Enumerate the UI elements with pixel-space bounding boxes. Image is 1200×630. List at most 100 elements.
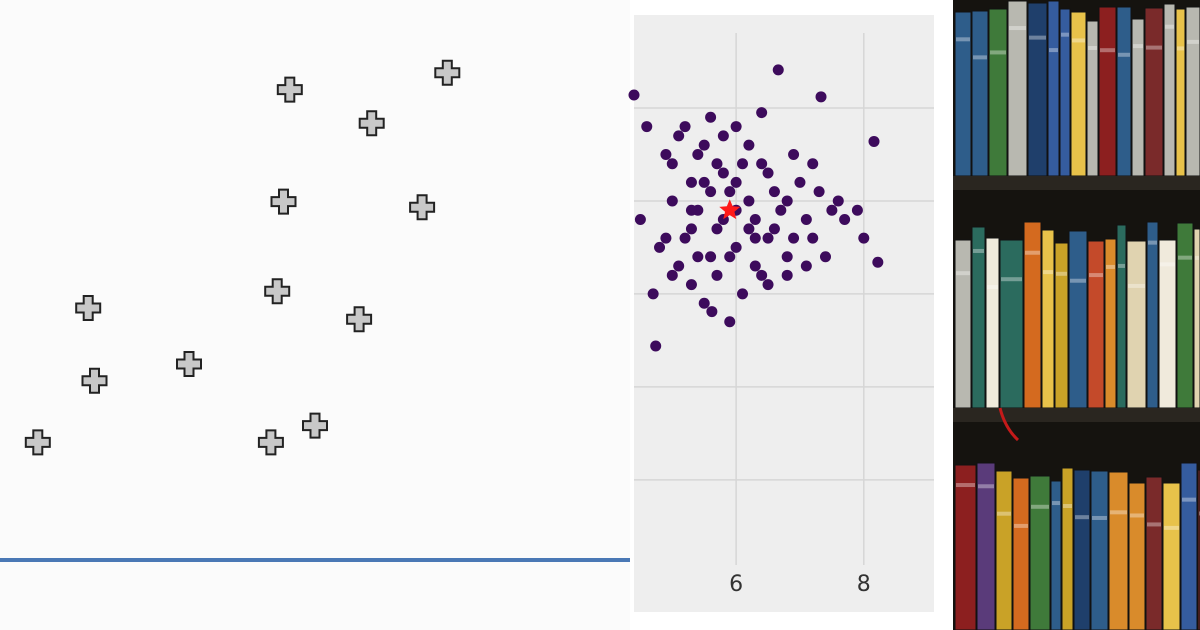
cross-marker: [358, 110, 385, 137]
point: [679, 232, 691, 244]
book: [1012, 477, 1030, 630]
point: [634, 214, 646, 226]
left-panel: [0, 0, 630, 630]
point: [705, 186, 717, 198]
book: [1197, 469, 1200, 630]
point: [743, 223, 755, 235]
point: [692, 148, 704, 160]
cross-marker: [346, 306, 373, 333]
point: [775, 204, 787, 216]
book: [1054, 242, 1069, 409]
book-band: [1146, 45, 1162, 50]
book: [1061, 467, 1074, 630]
book-band: [1106, 264, 1115, 269]
shelf-board: [953, 408, 1200, 422]
book: [995, 470, 1013, 630]
point: [781, 251, 793, 263]
book-band: [1147, 522, 1161, 527]
point: [647, 288, 659, 300]
book-band: [1092, 515, 1107, 520]
book-band: [1052, 501, 1060, 506]
book: [971, 10, 989, 177]
book: [1144, 7, 1164, 177]
point: [660, 148, 672, 160]
book-band: [1063, 504, 1072, 509]
book: [1193, 228, 1200, 409]
point: [705, 251, 717, 263]
book-band: [1043, 270, 1053, 275]
book-band: [1031, 504, 1049, 509]
book-band: [1133, 44, 1143, 49]
point: [724, 316, 736, 328]
book: [1070, 11, 1087, 177]
point: [839, 214, 851, 226]
book-band: [990, 50, 1006, 55]
book-band: [997, 511, 1011, 516]
cross-marker: [176, 351, 202, 377]
book-band: [1118, 263, 1125, 268]
book: [971, 226, 986, 409]
point: [819, 251, 831, 263]
point: [826, 204, 838, 216]
book-band: [987, 285, 998, 290]
point: [743, 195, 755, 207]
point: [794, 176, 806, 188]
point: [832, 195, 844, 207]
book-band: [1148, 240, 1157, 245]
point: [768, 186, 780, 198]
book: [1023, 221, 1042, 409]
point: [807, 158, 819, 170]
point: [692, 251, 704, 263]
point: [756, 269, 768, 281]
book-band: [1075, 515, 1089, 520]
point: [800, 260, 812, 272]
point: [724, 251, 736, 263]
book-band: [1165, 24, 1174, 29]
point: [698, 139, 710, 151]
book-band: [1072, 38, 1085, 43]
point: [737, 158, 749, 170]
book: [1116, 224, 1127, 409]
point: [685, 279, 697, 291]
bookshelf-photo: [953, 0, 1200, 630]
point: [749, 260, 761, 272]
book: [1116, 6, 1132, 177]
point: [788, 232, 800, 244]
point: [737, 288, 749, 300]
book: [1047, 0, 1060, 177]
point: [781, 195, 793, 207]
book: [1163, 3, 1176, 177]
book-band: [1128, 283, 1145, 288]
point: [705, 111, 717, 123]
book-band: [1177, 46, 1184, 51]
book: [1176, 222, 1194, 409]
cross-marker: [276, 76, 303, 103]
book: [1086, 20, 1099, 177]
book-band: [1118, 52, 1130, 57]
book: [1145, 476, 1163, 630]
point: [685, 176, 697, 188]
point: [743, 139, 755, 151]
point: [724, 186, 736, 198]
book: [1131, 18, 1145, 177]
point: [679, 121, 691, 133]
highlight-star: [719, 199, 741, 220]
book-band: [1029, 35, 1046, 40]
book: [999, 239, 1024, 409]
cross-marker: [24, 429, 51, 456]
book-band: [1009, 26, 1026, 31]
book: [988, 8, 1008, 177]
point: [762, 279, 774, 291]
book-band: [1160, 262, 1175, 267]
point: [641, 121, 653, 133]
point: [781, 269, 793, 281]
book: [954, 11, 972, 177]
book-band: [1110, 510, 1127, 515]
book-band: [956, 271, 970, 276]
point: [650, 340, 662, 352]
bookmark-ribbon: [998, 407, 1020, 442]
book: [1185, 6, 1200, 177]
cross-marker: [409, 194, 436, 221]
